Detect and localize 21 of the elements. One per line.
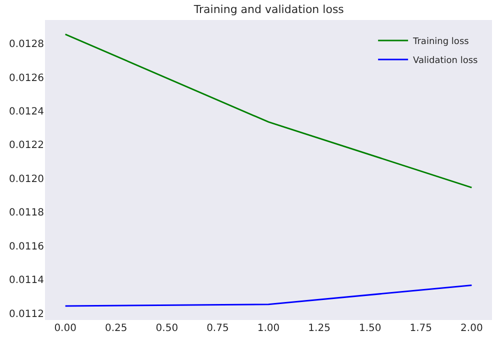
- x-tick-label: 0.75: [206, 323, 229, 334]
- x-tick-label: 2.00: [460, 323, 483, 334]
- legend-label: Validation loss: [413, 56, 478, 66]
- legend-label: Training loss: [412, 37, 470, 48]
- y-tick-label: 0.0112: [9, 308, 44, 320]
- x-tick-label: 1.75: [410, 323, 432, 334]
- x-tick-label: 0.50: [156, 323, 178, 334]
- chart-title: Training and validation loss: [192, 2, 344, 16]
- y-tick-label: 0.0126: [9, 72, 44, 84]
- x-tick-label: 1.25: [308, 323, 330, 334]
- y-tick-label: 0.0114: [9, 275, 44, 286]
- y-tick-label: 0.0116: [9, 241, 44, 252]
- y-tick-label: 0.0120: [9, 174, 44, 185]
- x-tick-label: 0.25: [104, 323, 128, 334]
- x-tick-label: 1.00: [257, 323, 280, 334]
- y-tick-label: 0.0122: [9, 140, 44, 152]
- y-tick-label: 0.0118: [9, 208, 44, 219]
- y-tick-label: 0.0128: [9, 39, 44, 50]
- x-tick-label: 1.50: [358, 323, 382, 334]
- y-tick-label: 0.0124: [9, 106, 44, 118]
- x-tick-label: 0.00: [54, 323, 76, 334]
